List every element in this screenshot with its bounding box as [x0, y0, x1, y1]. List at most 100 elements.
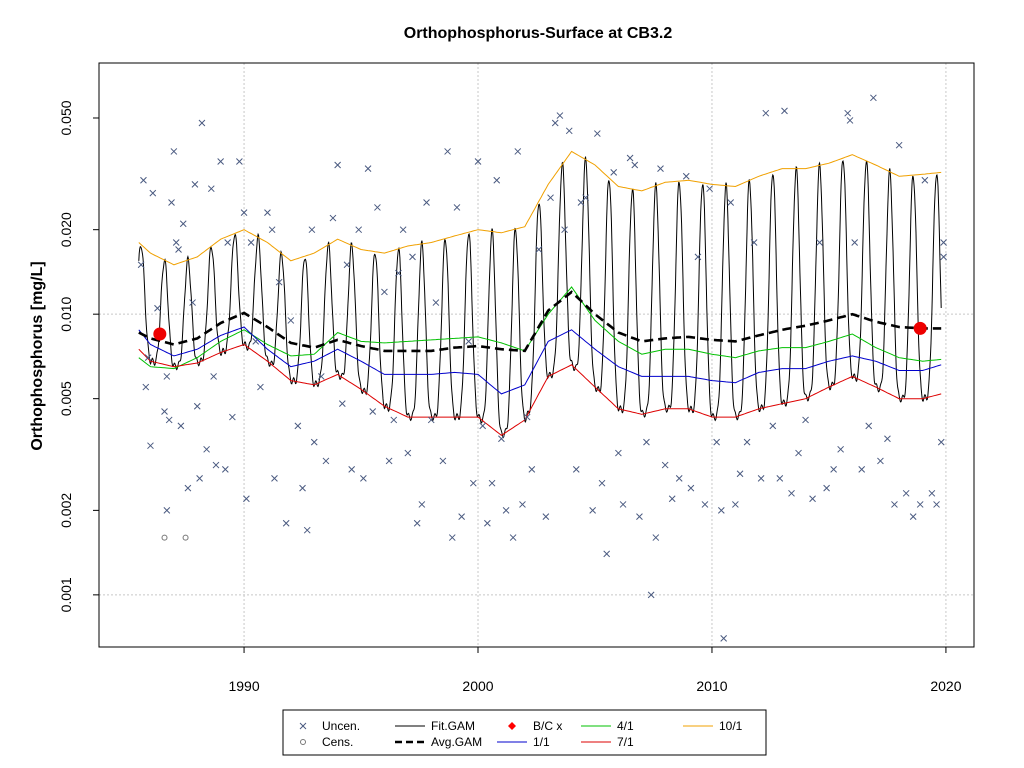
uncensored-point — [203, 445, 210, 453]
uncensored-point — [469, 479, 477, 487]
uncensored-point — [310, 438, 318, 446]
avg-gam-line — [138, 290, 942, 353]
uncensored-point — [615, 449, 622, 457]
uncensored-point — [694, 253, 702, 261]
uncensored-point — [661, 461, 669, 469]
uncensored-point — [809, 495, 816, 503]
uncensored-point — [727, 199, 735, 206]
y-tick-label: 0.002 — [58, 493, 74, 528]
uncensored-point — [287, 317, 295, 324]
uncensored-point — [940, 253, 947, 261]
uncensored-point — [484, 519, 491, 527]
uncensored-point — [788, 489, 795, 497]
uncensored-point — [395, 269, 402, 277]
uncensored-point — [706, 185, 713, 193]
censored-point — [182, 534, 189, 541]
y-tick-label: 0.005 — [58, 381, 74, 416]
grid-lines — [99, 63, 974, 647]
legend-circle-icon — [300, 739, 306, 745]
x-tick-label: 1990 — [228, 678, 259, 694]
uncensored-point — [750, 239, 758, 246]
uncensored-point — [161, 408, 168, 415]
uncensored-point — [369, 408, 377, 415]
x-tick-label: 2020 — [930, 678, 961, 694]
uncensored-point — [465, 338, 473, 345]
uncensored-point — [168, 199, 175, 206]
uncensored-point — [343, 261, 351, 269]
uncensored-point — [294, 422, 302, 430]
uncensored-point — [572, 465, 580, 473]
y-tick-label: 0.050 — [58, 100, 74, 135]
uncensored-point — [547, 194, 554, 202]
y-tick-label: 0.010 — [58, 296, 74, 331]
uncensored-point — [329, 214, 337, 222]
legend-label: 1/1 — [533, 735, 550, 749]
uncensored-point — [240, 209, 248, 216]
uncensored-point — [217, 158, 225, 165]
uncensored-point — [837, 445, 844, 453]
legend-item: 4/1 — [581, 719, 634, 733]
uncensored-point — [846, 117, 854, 124]
bc-point — [913, 321, 927, 335]
uncensored-point — [423, 199, 430, 206]
uncensored-point — [427, 416, 435, 424]
uncensored-point — [687, 484, 695, 492]
uncensored-point — [582, 194, 589, 202]
censored-point — [161, 534, 168, 541]
uncensored-point — [418, 501, 426, 508]
uncensored-point — [769, 422, 777, 430]
uncensored-point — [556, 112, 564, 119]
uncensored-point — [207, 185, 215, 193]
uncensored-point — [308, 226, 316, 234]
uncensored-point — [479, 422, 487, 430]
y-axis-title: Orthophosphorus [mg/L] — [29, 261, 46, 450]
uncensored-point — [448, 534, 456, 541]
series-line-1-1 — [138, 326, 942, 395]
uncensored-point — [165, 416, 173, 424]
uncensored-point — [381, 288, 388, 296]
legend-item: Uncen. — [299, 719, 360, 733]
uncensored-point — [823, 484, 830, 492]
uncensored-point — [535, 246, 543, 253]
uncensored-point — [196, 475, 203, 482]
uncensored-point — [247, 239, 255, 246]
legend-label: 4/1 — [617, 719, 634, 733]
uncensored-point — [776, 475, 784, 482]
uncensored-point — [713, 438, 721, 446]
x-tick-label: 2010 — [696, 678, 727, 694]
uncensored-point — [140, 176, 147, 184]
uncensored-point — [264, 209, 271, 216]
uncensored-point — [909, 513, 917, 520]
bc-point — [153, 327, 167, 341]
uncensored-point — [334, 161, 341, 169]
uncensored-point — [865, 422, 873, 430]
uncensored-point — [636, 513, 643, 520]
uncensored-point — [626, 154, 634, 162]
uncensored-point — [453, 204, 461, 211]
uncensored-point — [154, 304, 161, 312]
uncensored-point — [937, 438, 945, 446]
uncensored-point — [870, 94, 877, 102]
uncensored-point — [928, 489, 936, 497]
legend: Uncen. Cens. Fit.GAM Avg.GAM B/C x 1/1 4/1 7/1 1… — [299, 719, 743, 749]
uncensored-point — [916, 501, 924, 508]
uncensored-point — [474, 158, 482, 165]
uncensored-point — [603, 550, 611, 558]
uncensored-point — [212, 461, 220, 469]
uncensored-point — [598, 479, 606, 487]
uncensored-point — [390, 416, 398, 424]
uncensored-point — [528, 465, 536, 473]
uncensored-point — [736, 470, 744, 478]
uncensored-point — [374, 204, 381, 211]
y-tick-label: 0.020 — [58, 212, 74, 247]
uncensored-point — [399, 226, 407, 234]
data-points — [137, 94, 947, 642]
uncensored-point — [851, 239, 859, 246]
uncensored-point — [523, 413, 531, 421]
uncensored-point — [355, 226, 363, 234]
uncensored-point — [519, 501, 526, 508]
series-lines — [138, 150, 942, 439]
uncensored-point — [830, 465, 837, 473]
uncensored-point — [193, 402, 201, 410]
